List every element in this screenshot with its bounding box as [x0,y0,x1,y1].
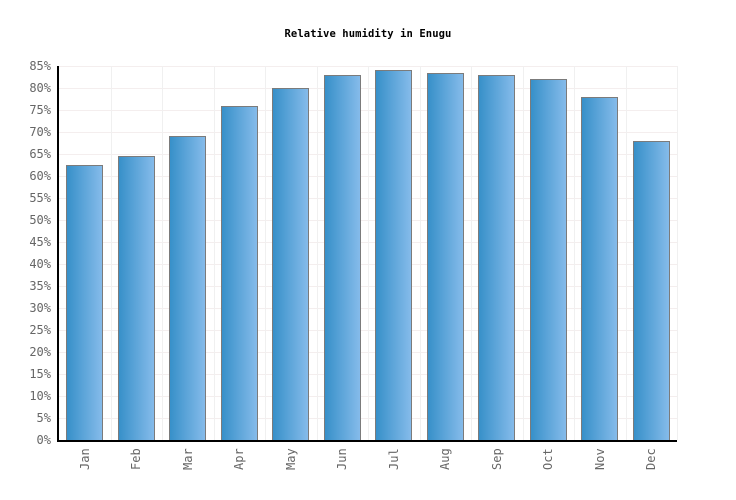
bar-jan [66,165,103,440]
bar-feb [118,156,155,440]
vertical-gridline [574,66,575,440]
vertical-gridline [523,66,524,440]
vertical-gridline [214,66,215,440]
y-tick-label: 15% [29,367,51,381]
vertical-gridline [677,66,678,440]
x-tick-label-jul: Jul [387,448,401,470]
x-tick-label-nov: Nov [593,448,607,470]
vertical-gridline [317,66,318,440]
bar-oct [530,79,567,440]
vertical-gridline [111,66,112,440]
y-tick-label: 5% [36,411,51,425]
x-tick-label-aug: Aug [438,448,452,470]
y-tick-label: 0% [36,433,51,447]
bar-jun [324,75,361,440]
x-tick-label-feb: Feb [129,448,143,470]
bar-sep [478,75,515,440]
vertical-gridline [471,66,472,440]
x-tick-label-mar: Mar [181,448,195,470]
x-tick-label-oct: Oct [541,448,555,470]
bar-mar [169,136,206,440]
y-tick-label: 10% [29,389,51,403]
y-tick-label: 50% [29,213,51,227]
bar-may [272,88,309,440]
vertical-gridline [162,66,163,440]
vertical-gridline [626,66,627,440]
bar-apr [221,106,258,440]
x-tick-label-dec: Dec [644,448,658,470]
x-axis-line [57,440,677,442]
bar-dec [633,141,670,440]
y-tick-label: 25% [29,323,51,337]
y-tick-label: 60% [29,169,51,183]
bar-jul [375,70,412,440]
vertical-gridline [265,66,266,440]
bar-nov [581,97,618,440]
y-tick-label: 65% [29,147,51,161]
y-tick-label: 30% [29,301,51,315]
y-axis-line [57,66,59,442]
y-tick-label: 35% [29,279,51,293]
y-tick-label: 75% [29,103,51,117]
vertical-gridline [420,66,421,440]
chart-title: Relative humidity in Enugu [284,28,452,40]
x-tick-label-jan: Jan [78,448,92,470]
y-tick-label: 55% [29,191,51,205]
y-tick-label: 45% [29,235,51,249]
bar-aug [427,73,464,440]
y-tick-label: 80% [29,81,51,95]
x-tick-label-apr: Apr [232,448,246,470]
x-tick-label-jun: Jun [335,448,349,470]
y-tick-label: 70% [29,125,51,139]
x-tick-label-sep: Sep [490,448,504,470]
y-tick-label: 40% [29,257,51,271]
y-tick-label: 85% [29,59,51,73]
x-tick-label-may: May [284,448,298,470]
vertical-gridline [368,66,369,440]
y-tick-label: 20% [29,345,51,359]
